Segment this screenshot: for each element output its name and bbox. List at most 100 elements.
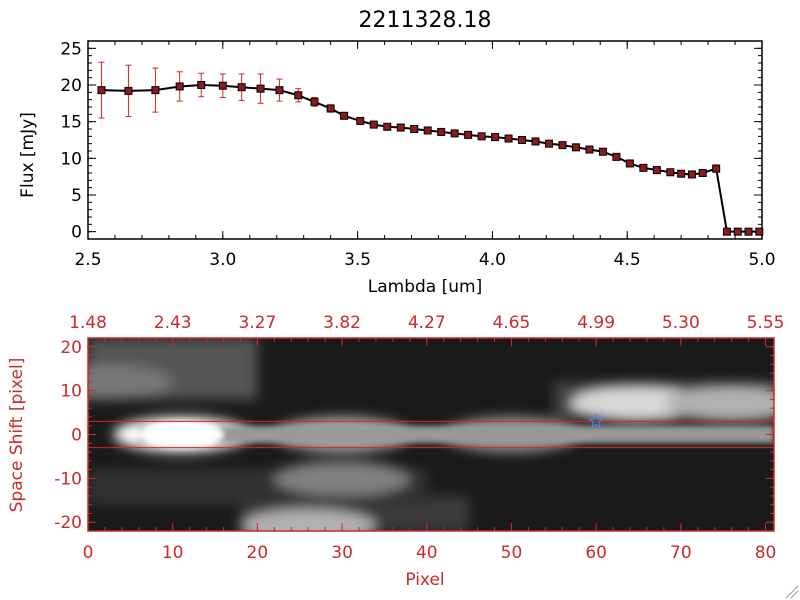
data-point: [369, 120, 378, 129]
y-tick-label: 10: [60, 149, 82, 169]
data-point: [97, 86, 106, 95]
image-ticks: 0 10 20 30 40 50 60 70 80 1.48 2.43 3.27 3.82 4.27 4.6…: [54, 313, 784, 563]
spectral-image-plot: 0 10 20 30 40 50 60 70 80 1.48 2.43 3.27 3.82 4.27 4.6…: [7, 313, 784, 590]
star-marker-icon: [588, 412, 605, 429]
spectrum-line: [101, 83, 760, 233]
image-top-tick-label: 5.55: [747, 313, 785, 333]
data-point: [256, 84, 265, 93]
y-axis-label: Flux [mJy]: [18, 112, 38, 198]
image-top-tick-label: 2.43: [154, 313, 192, 333]
data-point: [558, 141, 567, 150]
data-point: [652, 166, 661, 175]
data-point: [585, 145, 594, 154]
data-point: [698, 169, 707, 177]
y-tick-label: 0: [71, 223, 82, 243]
image-y-tick-label: -20: [54, 513, 82, 533]
data-point: [545, 139, 554, 148]
x-axis-label: Lambda [um]: [368, 277, 482, 297]
data-point: [356, 116, 365, 125]
image-source: [274, 460, 410, 496]
data-point: [722, 227, 731, 236]
y-tick-label: 25: [60, 39, 82, 59]
image-top-tick-label: 4.27: [408, 313, 446, 333]
image-x-tick-label: 30: [331, 543, 353, 563]
image-top-tick-label: 4.65: [493, 313, 531, 333]
data-point: [383, 122, 392, 131]
data-point: [571, 143, 580, 152]
image-y-tick-label: -10: [54, 469, 82, 489]
data-point: [326, 104, 335, 113]
data-point: [294, 91, 303, 100]
trace-peak: [138, 421, 224, 448]
data-point: [625, 159, 634, 168]
x-tick-label: 4.5: [614, 250, 641, 270]
x-tick-label: 2.5: [74, 250, 101, 270]
data-point: [755, 227, 764, 236]
data-point: [491, 133, 500, 142]
x-tick-label: 3.5: [344, 250, 371, 270]
image-source: [663, 386, 774, 422]
data-point: [310, 97, 319, 106]
data-point: [437, 127, 446, 136]
data-point: [687, 170, 696, 179]
data-point: [464, 130, 473, 139]
chart-title: 2211328.18: [359, 8, 492, 33]
image-x-tick-label: 70: [670, 543, 692, 563]
image-source: [240, 509, 376, 531]
image-source: [88, 364, 173, 400]
image-y-tick-label: 20: [60, 338, 82, 358]
data-point: [340, 111, 349, 120]
image-overlays: [88, 412, 774, 449]
data-point: [477, 132, 486, 141]
data-point: [197, 81, 206, 89]
spectrum-series: [97, 61, 764, 236]
data-point: [124, 86, 133, 95]
data-point: [733, 227, 742, 236]
x-tick-label: 3.0: [209, 250, 236, 270]
data-point: [237, 83, 246, 92]
y-tick-label: 20: [60, 76, 82, 96]
y-tick-label: 15: [60, 113, 82, 133]
data-point: [396, 123, 405, 132]
image-x-tick-label: 80: [755, 543, 777, 563]
y-tick-label: 5: [71, 186, 82, 206]
spectral-image: [88, 338, 774, 531]
data-point: [712, 164, 721, 173]
spectrum-plot: 2211328.18 2.5 3.0 3.5 4.0 4.5 5.00510152025 …: [18, 8, 776, 297]
image-y-axis-label: Space Shift [pixel]: [7, 358, 27, 513]
data-point: [450, 129, 459, 138]
image-x-tick-label: 0: [83, 543, 94, 563]
data-point: [175, 82, 184, 91]
image-x-axis-label: Pixel: [405, 570, 444, 590]
x-tick-label: 5.0: [748, 250, 775, 270]
image-top-tick-label: 3.82: [323, 313, 361, 333]
image-source: [570, 386, 707, 422]
data-point: [275, 86, 284, 95]
data-point: [598, 147, 607, 156]
image-top-tick-label: 3.27: [238, 313, 276, 333]
image-top-tick-label: 1.48: [69, 313, 107, 333]
data-point: [151, 86, 160, 95]
data-point: [677, 169, 686, 178]
data-point: [612, 152, 621, 161]
data-point: [666, 168, 675, 177]
image-x-tick-label: 50: [501, 543, 523, 563]
image-x-tick-label: 10: [162, 543, 184, 563]
data-point: [744, 227, 753, 236]
image-x-tick-label: 20: [247, 543, 269, 563]
image-x-tick-label: 40: [416, 543, 438, 563]
spectrum-ticks: 2.5 3.0 3.5 4.0 4.5 5.0 0 5 10 15 20 25: [60, 39, 775, 270]
image-x-tick-label: 60: [585, 543, 607, 563]
image-top-tick-label: 4.99: [577, 313, 615, 333]
image-trace: [138, 421, 774, 448]
image-top-tick-label: 5.30: [662, 313, 700, 333]
data-point: [423, 126, 432, 135]
resize-grip-icon[interactable]: [785, 585, 799, 599]
data-point: [531, 137, 540, 146]
spectrum-trace: [138, 425, 774, 444]
image-y-tick-label: 10: [60, 382, 82, 402]
data-point: [218, 81, 227, 90]
x-tick-label: 4.0: [479, 250, 506, 270]
data-point: [639, 163, 648, 172]
